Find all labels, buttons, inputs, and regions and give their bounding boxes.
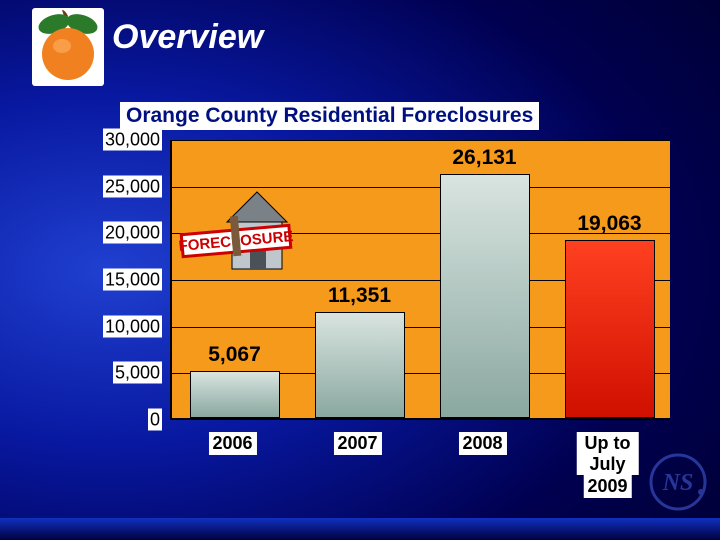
y-tick-label: 15,000 [92, 270, 162, 291]
foreclosure-house-icon: FORECLOSURE [172, 174, 322, 274]
x-tick-label: Up to July2009 [576, 432, 639, 498]
bar-value-label: 26,131 [452, 146, 516, 170]
x-tick-label: 2006 [208, 432, 256, 455]
bar [565, 240, 655, 418]
bar [315, 312, 405, 418]
bar-value-label: 11,351 [328, 284, 391, 308]
bar-value-label: 19,063 [577, 212, 641, 236]
slide-subtitle: Orange County Residential Foreclosures [120, 102, 539, 130]
x-tick-label: 2008 [458, 432, 506, 455]
y-tick-label: 30,000 [92, 130, 162, 151]
bar-value-label: 5,067 [208, 343, 261, 367]
y-tick-label: 5,000 [92, 363, 162, 384]
footer-accent-bar [0, 518, 720, 540]
y-tick-label: 0 [92, 410, 162, 431]
ns-seal-icon: NS [648, 452, 708, 512]
foreclosures-bar-chart: 05,00010,00015,00020,00025,00030,000 FOR… [90, 140, 670, 500]
y-tick-label: 20,000 [92, 223, 162, 244]
chart-plot-area: FORECLOSURE 5,067 11,351 26,131 19,063 [170, 140, 670, 420]
orange-fruit-icon [32, 8, 104, 86]
y-tick-label: 10,000 [92, 316, 162, 337]
x-tick-label: 2007 [333, 432, 381, 455]
y-tick-label: 25,000 [92, 176, 162, 197]
svg-text:NS: NS [662, 470, 694, 496]
bar [190, 371, 280, 418]
slide-title: Overview [112, 18, 263, 57]
bar [440, 174, 530, 418]
gridline [172, 140, 670, 141]
